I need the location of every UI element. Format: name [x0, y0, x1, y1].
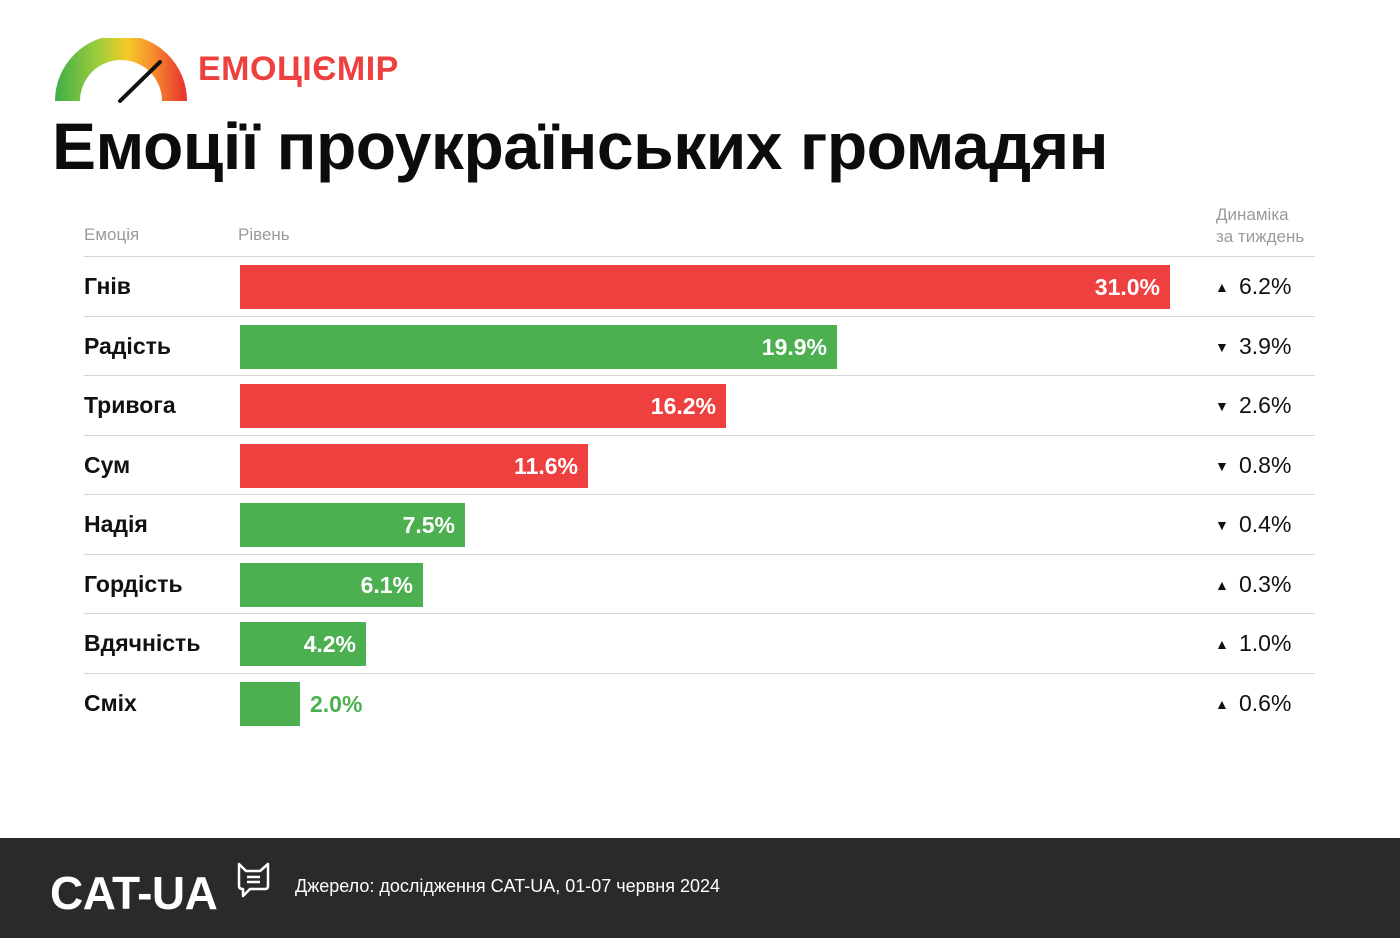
speedometer-icon: [55, 38, 187, 103]
weekly-change-value: 0.6%: [1239, 689, 1292, 716]
chart-row: Гнів 31.0% ▲ 6.2%: [84, 256, 1315, 316]
category-label: Сміх: [84, 689, 137, 716]
bar: [240, 681, 300, 726]
weekly-change: ▲ 6.2%: [1215, 257, 1291, 317]
category-label: Радість: [84, 332, 172, 359]
brand-name: ЕМОЦІЄМІР: [198, 50, 399, 88]
column-header-dynamics: Динаміка за тиждень: [1216, 204, 1326, 248]
data-label: 11.6%: [514, 452, 578, 479]
arrow-up-icon: ▲: [1215, 636, 1229, 652]
column-header-dynamics-line1: Динаміка: [1216, 205, 1289, 224]
source-note: Джерело: дослідження CAT-UA, 01-07 червн…: [295, 876, 720, 896]
weekly-change: ▲ 1.0%: [1215, 614, 1291, 674]
chart-row: Сміх 2.0% ▲ 0.6%: [84, 672, 1315, 734]
data-label: 7.5%: [402, 512, 455, 538]
column-header-level: Рівень: [238, 225, 290, 244]
bar: [240, 443, 588, 488]
arrow-down-icon: ▼: [1215, 398, 1229, 414]
weekly-change-value: 0.3%: [1239, 570, 1292, 597]
data-label: 16.2%: [650, 393, 716, 419]
arrow-up-icon: ▲: [1215, 576, 1229, 593]
weekly-change-value: 3.9%: [1239, 332, 1292, 359]
weekly-change-value: 0.4%: [1239, 511, 1292, 537]
weekly-change: ▲ 0.6%: [1215, 674, 1291, 734]
chart-row: Тривога 16.2% ▼ 2.6%: [84, 375, 1315, 435]
category-label: Гордість: [84, 570, 183, 597]
chart-row: Радість 19.9% ▼ 3.9%: [84, 315, 1315, 377]
arrow-down-icon: ▼: [1215, 338, 1229, 355]
footer-logo-text: CAT-UA: [50, 867, 218, 919]
bar: [240, 324, 837, 369]
bar-track: 16.2%: [240, 384, 1170, 428]
category-label: Гнів: [84, 273, 131, 299]
bar: [240, 622, 366, 666]
chart-row: Вдячність 4.2% ▲ 1.0%: [84, 613, 1315, 673]
brand: ЕМОЦІЄМІР: [52, 38, 452, 108]
cat-speech-bubble-icon: [237, 862, 270, 898]
arrow-up-icon: ▲: [1215, 695, 1229, 712]
weekly-change: ▲ 0.3%: [1215, 555, 1291, 615]
footer-logo: CAT-UA: [50, 860, 280, 920]
arrow-down-icon: ▼: [1215, 457, 1229, 474]
category-label: Вдячність: [84, 630, 201, 656]
bar: [240, 265, 1170, 309]
weekly-change-value: 1.0%: [1239, 630, 1292, 656]
weekly-change-value: 0.8%: [1239, 451, 1292, 478]
bar-track: 11.6%: [240, 443, 1170, 488]
data-label: 19.9%: [761, 333, 827, 360]
bar-track: 31.0%: [240, 265, 1170, 309]
bar: [240, 503, 465, 547]
weekly-change: ▼ 2.6%: [1215, 376, 1291, 436]
arrow-down-icon: ▼: [1215, 517, 1229, 533]
data-label: 2.0%: [310, 690, 363, 717]
bar: [240, 562, 423, 607]
bar-track: 4.2%: [240, 622, 1170, 666]
column-header-emotion: Емоція: [84, 225, 140, 244]
chart-row: Гордість 6.1% ▲ 0.3%: [84, 553, 1315, 615]
chart-row: Сум 11.6% ▼ 0.8%: [84, 434, 1315, 496]
bar: [240, 384, 726, 428]
bar-track: 7.5%: [240, 503, 1170, 547]
weekly-change-value: 2.6%: [1239, 392, 1292, 418]
weekly-change-value: 6.2%: [1239, 273, 1292, 299]
weekly-change: ▼ 0.8%: [1215, 436, 1291, 496]
category-label: Сум: [84, 451, 131, 478]
arrow-up-icon: ▲: [1215, 279, 1229, 295]
page-title: Емоції проукраїнських громадян: [52, 109, 1109, 183]
data-label: 31.0%: [1094, 274, 1160, 300]
weekly-change: ▼ 0.4%: [1215, 495, 1291, 555]
data-label: 6.1%: [360, 571, 413, 598]
weekly-change: ▼ 3.9%: [1215, 317, 1291, 377]
category-label: Тривога: [84, 392, 176, 418]
bar-track: 19.9%: [240, 324, 1170, 369]
category-label: Надія: [84, 511, 148, 537]
chart-row: Надія 7.5% ▼ 0.4%: [84, 494, 1315, 554]
bar-track: 6.1%: [240, 562, 1170, 607]
column-header-dynamics-line2: за тиждень: [1216, 227, 1305, 246]
footer: CAT-UA Джерело: дослідження CAT-UA, 01-0…: [0, 838, 1400, 938]
bar-track: 2.0%: [240, 681, 1170, 726]
data-label: 4.2%: [303, 631, 356, 657]
emotion-bar-chart: Гнів 31.0% ▲ 6.2% Радість 19.9% ▼ 3.9% Тривога 16…: [84, 256, 1315, 732]
